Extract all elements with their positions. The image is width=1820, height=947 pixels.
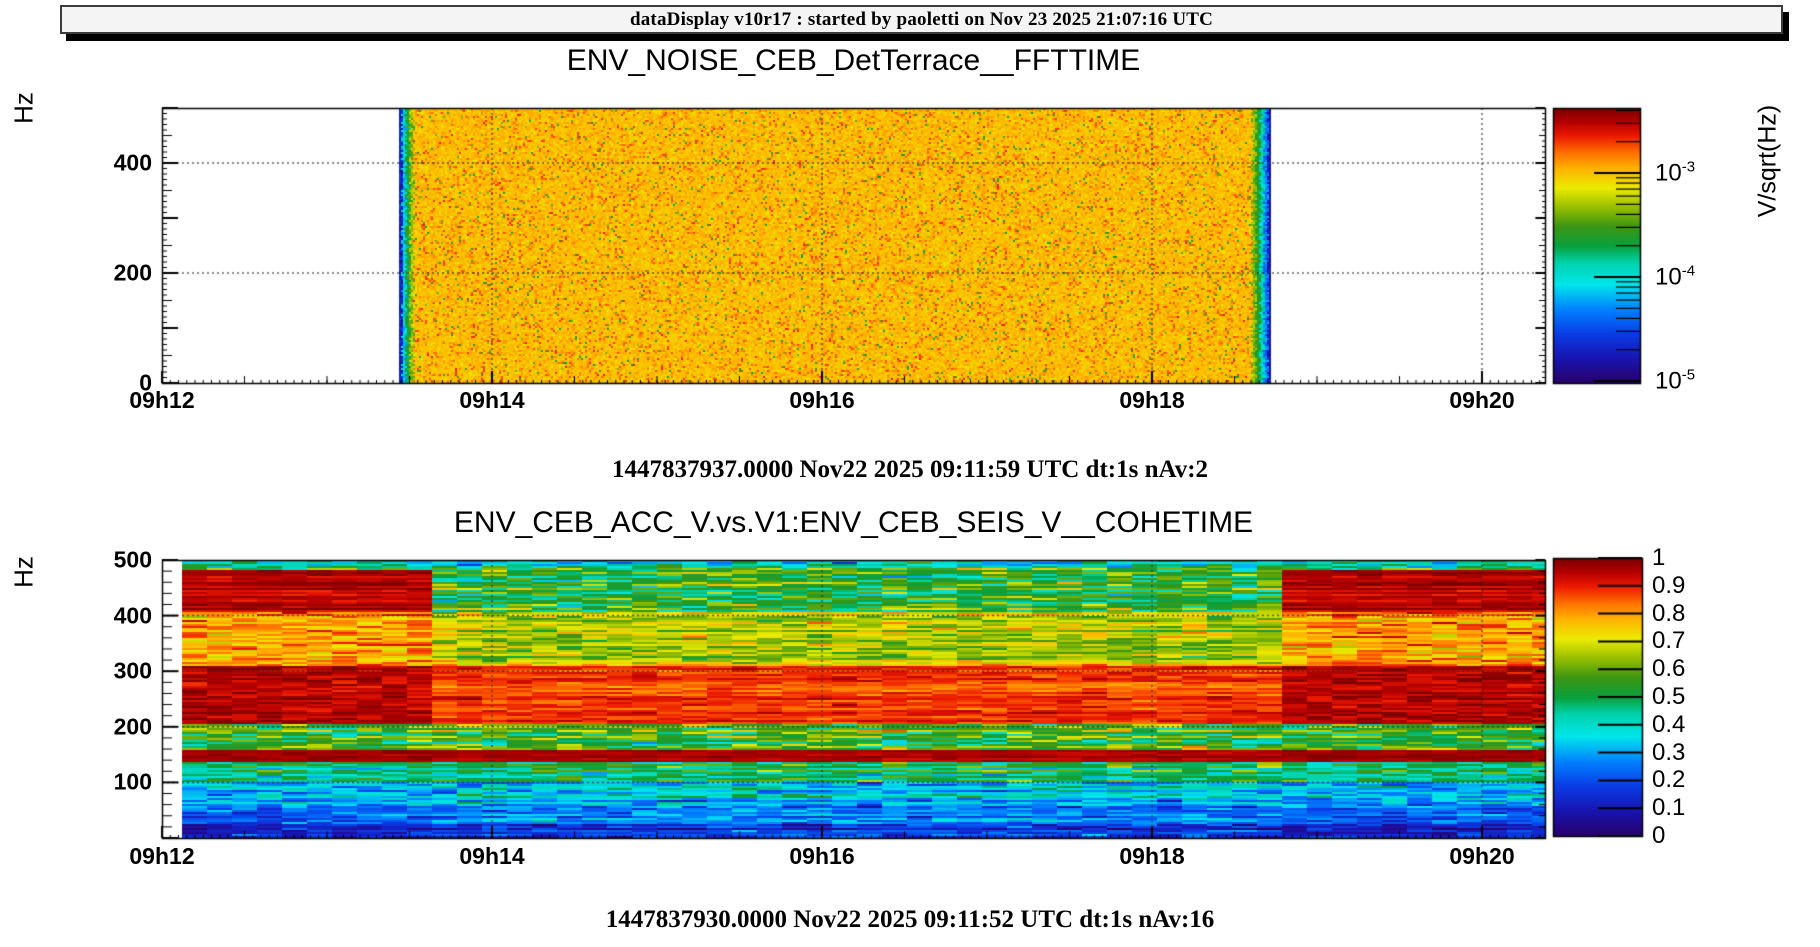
colorbar-tick-label: 0.4 [1652, 710, 1686, 738]
x-tick-label: 09h12 [129, 843, 195, 869]
x-tick-label: 09h14 [459, 387, 525, 413]
x-tick-label: 09h20 [1449, 387, 1515, 413]
y-tick-label: 400 [113, 602, 152, 629]
coherence-caption: 1447837930.0000 Nov22 2025 09:11:52 UTC … [605, 906, 1215, 933]
colorbar-tick-label: 0.7 [1652, 627, 1686, 655]
fft-time-y-unit-label: Hz [8, 92, 39, 124]
colorbar-tick-label: 0.2 [1652, 766, 1686, 794]
y-tick-label: 300 [113, 657, 152, 684]
fft-time-caption: 1447837937.0000 Nov22 2025 09:11:59 UTC … [611, 456, 1209, 483]
colorbar-tick-label: 0.9 [1652, 571, 1686, 599]
x-tick-label: 09h20 [1449, 843, 1515, 869]
coherence-chart-title: ENV_CEB_ACC_V.vs.V1:ENV_CEB_SEIS_V__COHE… [453, 506, 1254, 539]
colorbar-tick-label: 0.1 [1652, 794, 1686, 822]
fft-time-chart-title: ENV_NOISE_CEB_DetTerrace__FFTTIME [566, 44, 1141, 77]
y-tick-label: 100 [113, 768, 152, 795]
colorbar-tick-label: 0 [1652, 822, 1666, 849]
y-tick-label: 200 [113, 259, 152, 286]
x-tick-label: 09h12 [129, 387, 195, 413]
colorbar-tick-label: 0.3 [1652, 738, 1686, 766]
x-tick-label: 09h18 [1119, 387, 1185, 413]
x-tick-label: 09h16 [789, 843, 855, 869]
colorbar-tick-label: 0.6 [1652, 655, 1686, 683]
x-tick-label: 09h18 [1119, 843, 1185, 869]
window-title: dataDisplay v10r17 : started by paoletti… [629, 8, 1214, 30]
x-tick-label: 09h16 [789, 387, 855, 413]
colorbar-tick-label: 10-4 [1655, 262, 1696, 291]
colorbar-tick-label: 0.5 [1652, 683, 1686, 710]
colorbar-tick-label: 1 [1652, 544, 1666, 571]
y-tick-label: 400 [113, 149, 152, 176]
colorbar-tick-label: 10-3 [1655, 158, 1696, 187]
fft-time-colorbar-unit-label: V/sqrt(Hz) [1753, 104, 1782, 218]
y-tick-label: 200 [113, 713, 152, 740]
y-tick-label: 500 [113, 546, 152, 573]
colorbar-tick-label: 10-5 [1655, 366, 1696, 395]
colorbar-tick-label: 0.8 [1652, 599, 1686, 627]
y-tick-label: 0 [139, 369, 152, 396]
x-tick-label: 09h14 [459, 843, 525, 869]
window-title-bar: dataDisplay v10r17 : started by paoletti… [60, 5, 1783, 34]
